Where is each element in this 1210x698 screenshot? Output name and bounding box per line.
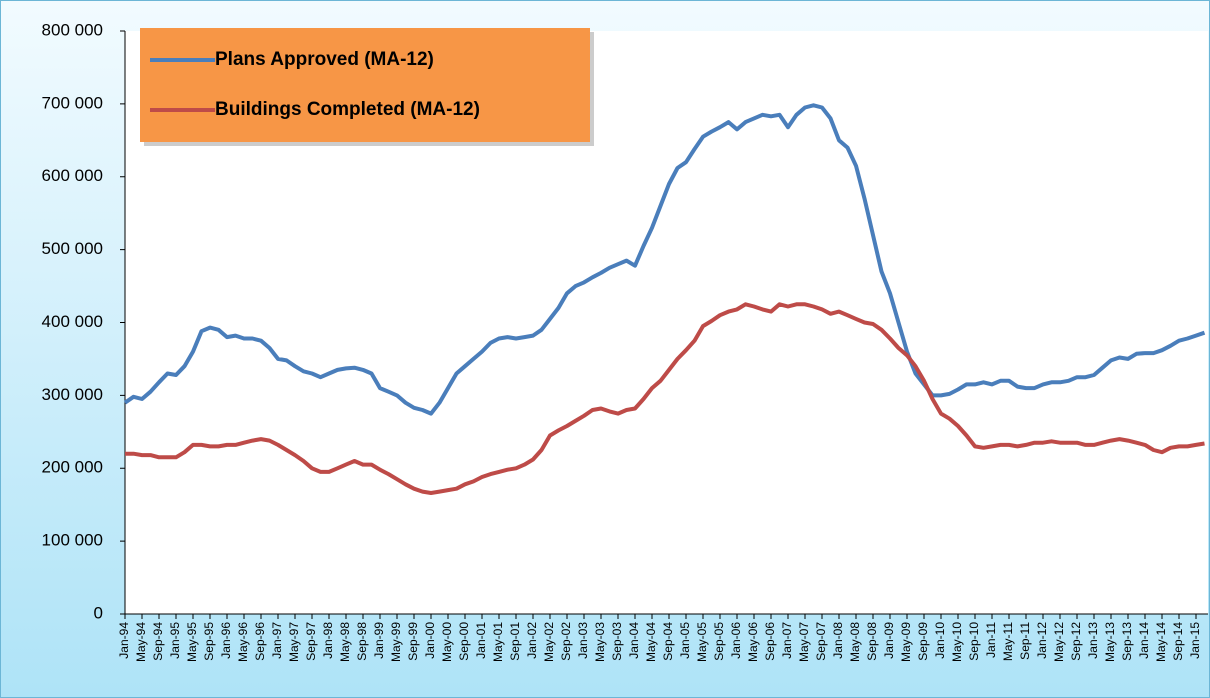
x-tick-label: Jan-12 [1035,622,1049,659]
series-line [125,302,1205,495]
x-tick-label: Jan-11 [984,622,998,658]
x-tick-label: Jan-04 [627,622,641,659]
x-tick-label: Sep-98 [355,622,369,661]
x-tick-label: Sep-12 [1069,622,1083,661]
legend-box [140,28,590,142]
x-tick-label: May-95 [185,622,199,662]
x-tick-label: Sep-02 [559,622,573,661]
x-tick-label: Jan-94 [117,622,131,659]
y-tick-label: 0 [94,603,103,622]
x-tick-label: Sep-94 [151,622,165,661]
series-line [123,103,1206,416]
y-tick-label: 300 000 [42,385,103,404]
x-tick-label: Jan-14 [1137,622,1151,659]
x-tick-label: May-14 [1154,622,1168,662]
x-tick-label: Sep-97 [304,622,318,661]
y-tick-label: 100 000 [42,531,103,550]
x-tick-label: Sep-01 [508,622,522,661]
x-tick-label: Jan-98 [321,622,335,659]
x-tick-label: May-04 [644,622,658,662]
x-tick-label: Sep-11 [1018,622,1032,660]
x-tick-label: May-00 [440,622,454,662]
x-tick-label: Sep-00 [457,622,471,661]
x-tick-label: May-10 [950,622,964,662]
x-tick-label: May-94 [134,622,148,662]
y-tick-label: 400 000 [42,312,103,331]
x-tick-label: Jan-00 [423,622,437,659]
x-tick-label: Jan-99 [372,622,386,659]
x-tick-label: Jan-15 [1188,622,1202,659]
legend-label: Plans Approved (MA-12) [215,49,434,70]
x-tick-label: Jan-97 [270,622,284,659]
x-tick-label: May-09 [899,622,913,662]
x-tick-label: Sep-96 [253,622,267,661]
x-tick-label: May-11 [1001,622,1015,661]
x-tick-label: Jan-95 [168,622,182,659]
y-tick-label: 200 000 [42,458,103,477]
x-tick-label: Sep-14 [1171,622,1185,661]
x-tick-label: May-01 [491,622,505,662]
x-tick-label: Sep-08 [865,622,879,661]
x-tick-label: May-03 [593,622,607,662]
legend-label: Buildings Completed (MA-12) [215,99,480,120]
x-tick-label: Sep-07 [814,622,828,661]
x-tick-label: Sep-04 [661,622,675,661]
x-tick-label: Jan-05 [678,622,692,659]
x-tick-label: Sep-95 [202,622,216,661]
x-tick-label: Jan-08 [831,622,845,659]
x-tick-label: Sep-03 [610,622,624,661]
x-tick-label: Sep-09 [916,622,930,661]
x-tick-label: May-13 [1103,622,1117,662]
x-tick-label: Jan-06 [729,622,743,659]
y-tick-label: 500 000 [42,239,103,258]
x-tick-label: Sep-99 [406,622,420,661]
x-tick-label: May-99 [389,622,403,662]
x-tick-label: May-08 [848,622,862,662]
x-tick-label: May-97 [287,622,301,662]
y-tick-label: 800 000 [42,20,103,39]
x-tick-label: Jan-13 [1086,622,1100,659]
x-tick-label: Jan-09 [882,622,896,659]
y-tick-label: 600 000 [42,166,103,185]
x-tick-label: May-12 [1052,622,1066,662]
x-tick-label: Sep-10 [967,622,981,661]
x-tick-label: Sep-13 [1120,622,1134,661]
y-tick-label: 700 000 [42,93,103,112]
x-tick-label: Sep-06 [763,622,777,661]
x-tick-label: Jan-07 [780,622,794,659]
x-tick-label: Sep-05 [712,622,726,661]
x-tick-label: Jan-10 [933,622,947,659]
x-tick-label: May-98 [338,622,352,662]
x-tick-label: May-06 [746,622,760,662]
x-tick-label: May-02 [542,622,556,662]
x-tick-label: May-96 [236,622,250,662]
x-tick-label: May-07 [797,622,811,662]
x-tick-label: Jan-03 [576,622,590,659]
x-tick-label: Jan-02 [525,622,539,659]
x-tick-label: May-05 [695,622,709,662]
x-tick-label: Jan-96 [219,622,233,659]
x-tick-label: Jan-01 [474,622,488,659]
